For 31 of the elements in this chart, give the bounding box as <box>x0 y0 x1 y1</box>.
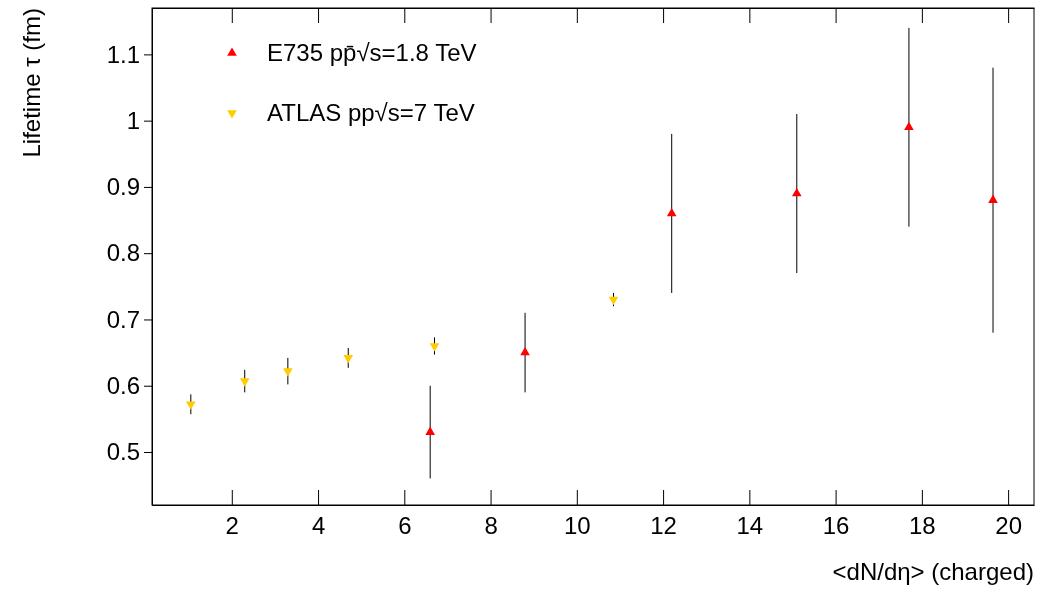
point <box>186 401 196 410</box>
x-tick-label: 2 <box>225 512 239 540</box>
x-tick-label: 16 <box>822 512 850 540</box>
y-tick-label: 1.1 <box>106 40 140 68</box>
legend-label: E735 pp̄√s=1.8 TeV <box>267 39 477 67</box>
y-axis-title: Lifetime τ (fm) <box>18 8 45 158</box>
x-tick-label: 18 <box>909 512 936 540</box>
point <box>608 296 619 306</box>
y-tick-label: 0.5 <box>106 438 140 466</box>
y-tick-label: 0.6 <box>106 371 140 399</box>
x-tick-label: 10 <box>563 512 591 540</box>
point <box>239 378 250 387</box>
y-tick-label: 0.9 <box>106 173 140 201</box>
point <box>343 355 354 364</box>
point <box>904 121 914 131</box>
point <box>791 188 802 197</box>
x-tick-label: 20 <box>995 512 1022 540</box>
y-tick-label: 1 <box>126 106 140 134</box>
legend-label: ATLAS pp√s=7 TeV <box>267 99 475 127</box>
x-tick-label: 4 <box>311 512 326 540</box>
x-tick-label: 12 <box>650 512 677 540</box>
y-tick-label: 0.7 <box>106 305 140 333</box>
point <box>283 368 293 377</box>
x-tick-label: 14 <box>736 512 764 540</box>
x-axis-title: <dN/dη> (charged) <box>832 558 1034 585</box>
point <box>429 343 440 352</box>
x-tick-label: 8 <box>484 512 498 540</box>
x-tick-label: 6 <box>398 512 412 540</box>
point <box>666 207 677 217</box>
y-tick-label: 0.8 <box>106 239 140 267</box>
point <box>988 194 998 203</box>
